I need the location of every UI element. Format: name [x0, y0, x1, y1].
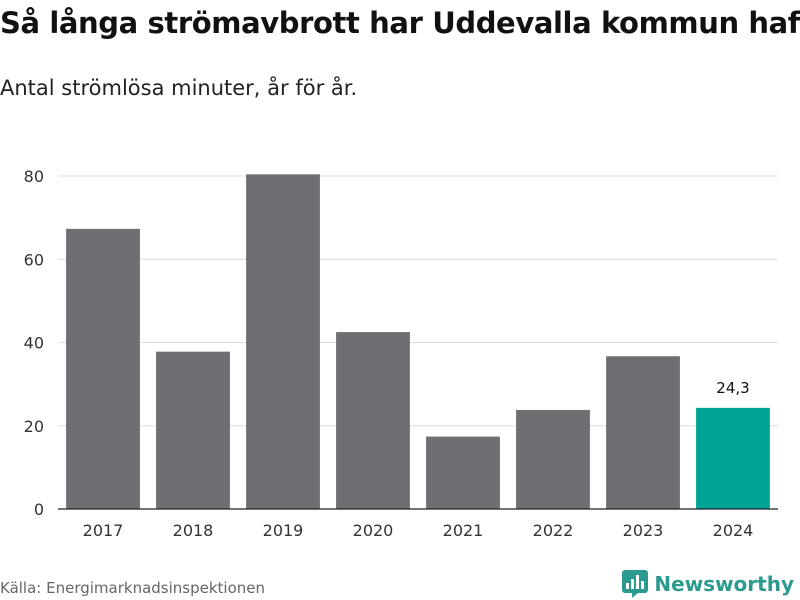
bar-2019: [246, 174, 320, 509]
bar-2022: [516, 409, 590, 509]
labels: 0 20 40 60 80 2017 2018 2019 2020 2021 2022 2023 202…: [24, 167, 754, 540]
y-tick-label-60: 60: [24, 250, 44, 269]
x-tick-label-2018: 2018: [173, 521, 214, 540]
brand-logo: Newsworthy: [622, 570, 794, 598]
bar-2020: [336, 332, 410, 509]
brand-name: Newsworthy: [654, 572, 794, 596]
bar-2021: [426, 436, 500, 509]
data-label-2024: 24,3: [716, 379, 749, 397]
newsworthy-logo-icon: [622, 570, 649, 598]
x-tick-label-2020: 2020: [353, 521, 394, 540]
x-tick-label-2024: 2024: [713, 521, 754, 540]
bar-2018: [156, 351, 230, 509]
y-tick-label-20: 20: [24, 417, 44, 436]
chart-subtitle: Antal strömlösa minuter, år för år.: [0, 76, 358, 100]
y-tick-label-0: 0: [34, 500, 44, 519]
x-tick-label-2019: 2019: [263, 521, 304, 540]
x-tick-label-2021: 2021: [443, 521, 484, 540]
bar-2024: [696, 407, 770, 509]
x-tick-label-2023: 2023: [623, 521, 664, 540]
y-tick-label-40: 40: [24, 334, 44, 353]
bar-2023: [606, 356, 680, 509]
x-tick-label-2017: 2017: [83, 521, 124, 540]
bar-2017: [66, 228, 140, 509]
x-tick-label-2022: 2022: [533, 521, 574, 540]
chart-title: Så långa strömavbrott har Uddevalla komm…: [0, 6, 800, 40]
bar-chart: 0 20 40 60 80 2017 2018 2019 2020 2021 2022 2023 202…: [24, 167, 778, 540]
source-note: Källa: Energimarknadsinspektionen: [0, 579, 266, 597]
bars: [66, 174, 770, 509]
y-tick-label-80: 80: [24, 167, 44, 186]
